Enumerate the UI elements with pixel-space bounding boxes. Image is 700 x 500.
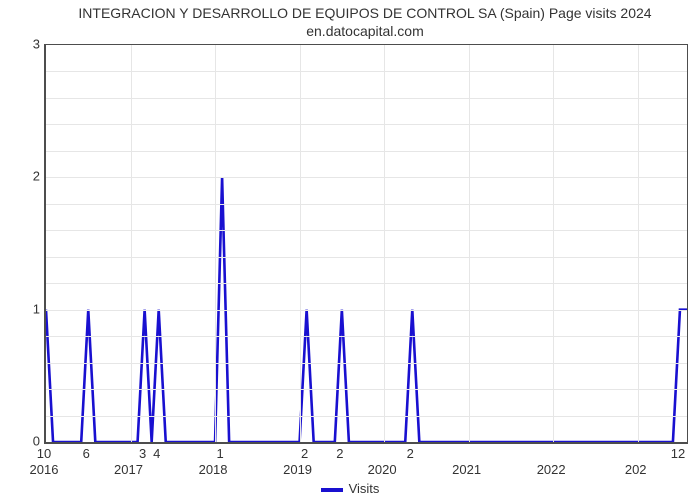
gridline-v <box>638 45 639 442</box>
gridline-v <box>215 45 216 442</box>
x-tick-label: 2021 <box>452 462 481 477</box>
point-label: 2 <box>336 446 343 461</box>
gridline-v <box>469 45 470 442</box>
gridline-h <box>46 71 687 72</box>
legend-swatch <box>321 488 343 492</box>
legend-label: Visits <box>349 481 380 496</box>
y-tick-label: 1 <box>10 301 40 316</box>
gridline-v <box>300 45 301 442</box>
x-tick-label: 2018 <box>199 462 228 477</box>
gridline-h <box>46 416 687 417</box>
point-label: 10 <box>37 446 51 461</box>
point-label: 12 <box>671 446 685 461</box>
gridline-h <box>46 98 687 99</box>
line-series <box>46 45 687 442</box>
legend: Visits <box>0 481 700 496</box>
point-label: 6 <box>83 446 90 461</box>
gridline-v <box>131 45 132 442</box>
gridline-h <box>46 283 687 284</box>
x-tick-label: 2017 <box>114 462 143 477</box>
point-label: 1 <box>216 446 223 461</box>
chart-container: INTEGRACION Y DESARROLLO DE EQUIPOS DE C… <box>0 0 700 500</box>
gridline-h <box>46 204 687 205</box>
gridline-h <box>46 151 687 152</box>
x-tick-label: 2019 <box>283 462 312 477</box>
chart-title: INTEGRACION Y DESARROLLO DE EQUIPOS DE C… <box>40 4 690 40</box>
gridline-h <box>46 310 687 311</box>
point-label: 3 <box>139 446 146 461</box>
x-tick-label: 2020 <box>368 462 397 477</box>
x-tick-label: 2016 <box>30 462 59 477</box>
point-label: 2 <box>301 446 308 461</box>
plot-area <box>44 44 688 444</box>
y-tick-label: 0 <box>10 434 40 449</box>
gridline-v <box>553 45 554 442</box>
gridline-h <box>46 257 687 258</box>
gridline-h <box>46 230 687 231</box>
gridline-v <box>384 45 385 442</box>
x-tick-label: 202 <box>625 462 647 477</box>
y-tick-label: 2 <box>10 169 40 184</box>
gridline-h <box>46 389 687 390</box>
point-label: 4 <box>153 446 160 461</box>
gridline-h <box>46 177 687 178</box>
gridline-h <box>46 124 687 125</box>
gridline-h <box>46 336 687 337</box>
point-label: 2 <box>407 446 414 461</box>
gridline-h <box>46 363 687 364</box>
y-tick-label: 3 <box>10 37 40 52</box>
x-tick-label: 2022 <box>537 462 566 477</box>
